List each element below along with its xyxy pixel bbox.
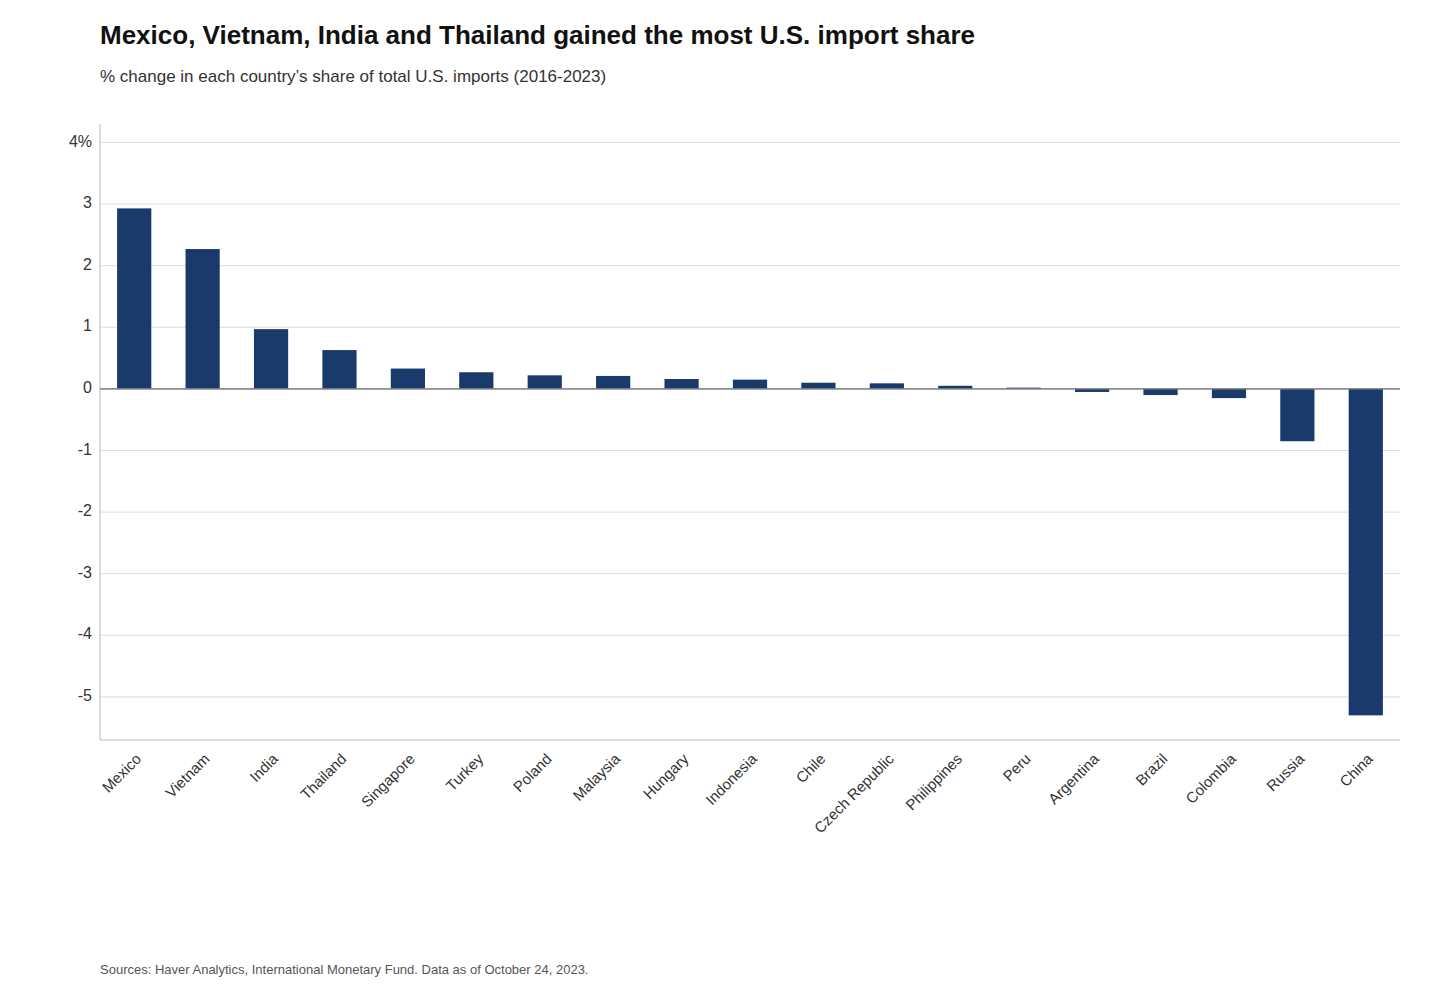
x-tick-label: Mexico [99, 750, 145, 796]
y-tick-label: -5 [78, 687, 92, 704]
grid-line [100, 204, 1400, 205]
x-tick-label: Colombia [1182, 750, 1239, 807]
x-tick-label: Turkey [442, 750, 486, 794]
x-tick-label: Russia [1263, 750, 1308, 795]
zero-line [100, 388, 1400, 389]
x-tick-label: Poland [510, 750, 555, 795]
zero-line [100, 388, 1400, 389]
bars [117, 208, 1383, 715]
subtitle: % change in each country’s share of tota… [100, 67, 606, 86]
y-tick-label: -1 [78, 441, 92, 458]
bar [733, 380, 767, 389]
x-tick-label: Malaysia [569, 750, 623, 804]
bar [1212, 389, 1246, 398]
y-axis-line [100, 124, 101, 740]
grid-line [100, 450, 1400, 451]
bar [186, 249, 220, 389]
bar [459, 372, 493, 389]
y-tick-label: -4 [78, 625, 92, 642]
x-tick-label: Vietnam [162, 750, 213, 801]
x-axis-line [100, 740, 1400, 741]
x-axis: Mexico Vietnam India ThailandSingapore Turke… [99, 750, 1377, 837]
bar [596, 376, 630, 389]
y-tick-label: 3 [83, 194, 92, 211]
bar [1143, 389, 1177, 395]
x-tick-label: Peru [999, 750, 1033, 784]
grid-line [100, 142, 1400, 143]
x-tick-label: Singapore [358, 750, 418, 810]
grid-line [100, 327, 1400, 328]
x-tick-label: Thailand [297, 750, 350, 803]
bar [801, 383, 835, 389]
chart: Mexico, Vietnam, India and Thailand gain… [0, 0, 1440, 994]
x-tick-label: Chile [792, 750, 828, 786]
bar [1349, 389, 1383, 715]
footnote: Sources: Haver Analytics, International … [100, 962, 588, 977]
x-tick-label: Philippines [902, 750, 965, 813]
y-tick-label: 0 [83, 379, 92, 396]
x-tick-label: Hungary [640, 750, 692, 802]
bar [322, 350, 356, 389]
y-tick-label: 4% [69, 133, 92, 150]
grid-line [100, 635, 1400, 636]
y-tick-label: 2 [83, 256, 92, 273]
bar [870, 383, 904, 389]
grid-line [100, 265, 1400, 266]
grid-line [100, 512, 1400, 513]
bar [117, 208, 151, 388]
grid-line [100, 573, 1400, 574]
y-tick-label: 1 [83, 317, 92, 334]
x-tick-label: India [246, 750, 281, 785]
bar [528, 375, 562, 389]
grid-line [100, 696, 1400, 697]
y-tick-label: -2 [78, 502, 92, 519]
x-tick-label: Brazil [1132, 750, 1171, 789]
y-tick-label: -3 [78, 564, 92, 581]
x-tick-label: Czech Republic [811, 750, 898, 837]
x-tick-label: Argentina [1045, 750, 1103, 808]
title: Mexico, Vietnam, India and Thailand gain… [100, 20, 975, 50]
bar [254, 329, 288, 389]
bar [391, 369, 425, 389]
y-axis: -5 -4 -3 -2 -1 0 1 2 3 4% [69, 133, 1400, 704]
bar [664, 379, 698, 389]
x-tick-label: Indonesia [702, 750, 760, 808]
bar [1280, 389, 1314, 441]
x-tick-label: China [1336, 750, 1376, 790]
